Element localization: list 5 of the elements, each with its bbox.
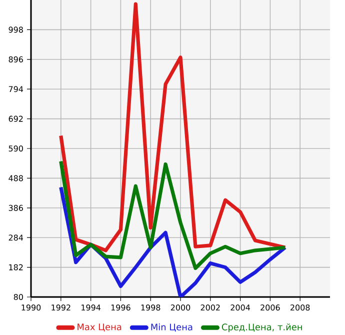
line-series [59,160,287,270]
line-series [59,2,287,252]
legend-label: Сред.Цена, т.йен [222,323,302,332]
legend-label: Max Цена [78,324,122,332]
legend-label: Min Цена [151,323,192,332]
